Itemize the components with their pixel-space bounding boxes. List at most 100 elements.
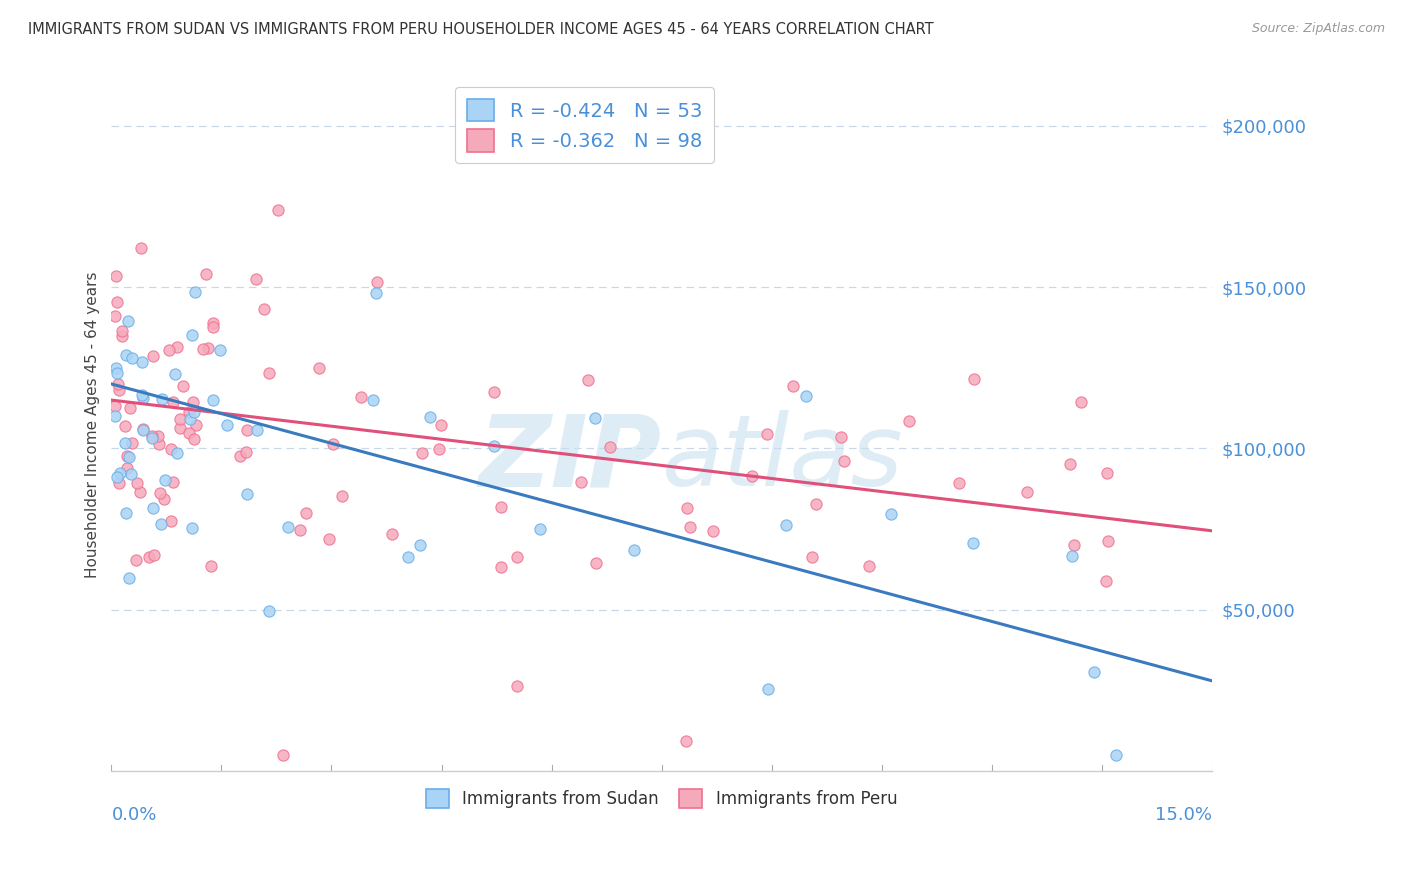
- Point: [804, 496, 827, 510]
- Point: [898, 414, 921, 428]
- Point: [271, 747, 294, 762]
- Point: [107, 383, 129, 397]
- Point: [361, 392, 384, 407]
- Point: [1059, 457, 1081, 471]
- Point: [148, 429, 170, 443]
- Point: [484, 384, 506, 399]
- Point: [858, 559, 880, 574]
- Point: [104, 360, 127, 375]
- Point: [111, 324, 134, 338]
- Point: [166, 340, 188, 354]
- Point: [245, 272, 267, 286]
- Point: [181, 521, 204, 535]
- Point: [832, 454, 855, 468]
- Point: [257, 366, 280, 380]
- Point: [288, 523, 311, 537]
- Point: [114, 436, 136, 450]
- Point: [295, 506, 318, 520]
- Point: [120, 401, 142, 415]
- Point: [142, 500, 165, 515]
- Point: [138, 549, 160, 564]
- Point: [775, 517, 797, 532]
- Point: [427, 442, 450, 457]
- Point: [506, 679, 529, 693]
- Point: [118, 450, 141, 465]
- Point: [782, 379, 804, 393]
- Text: IMMIGRANTS FROM SUDAN VS IMMIGRANTS FROM PERU HOUSEHOLDER INCOME AGES 45 - 64 YE: IMMIGRANTS FROM SUDAN VS IMMIGRANTS FROM…: [28, 22, 934, 37]
- Point: [267, 202, 290, 217]
- Point: [127, 476, 149, 491]
- Point: [366, 286, 388, 301]
- Point: [962, 535, 984, 549]
- Point: [107, 376, 129, 391]
- Y-axis label: Householder Income Ages 45 - 64 years: Householder Income Ages 45 - 64 years: [86, 271, 100, 577]
- Point: [529, 522, 551, 536]
- Text: ZIP: ZIP: [478, 410, 662, 508]
- Point: [150, 516, 173, 531]
- Point: [153, 491, 176, 506]
- Point: [1097, 466, 1119, 480]
- Point: [162, 475, 184, 489]
- Point: [1097, 533, 1119, 548]
- Point: [162, 395, 184, 409]
- Point: [675, 501, 697, 516]
- Point: [277, 520, 299, 534]
- Point: [794, 388, 817, 402]
- Point: [191, 342, 214, 356]
- Point: [129, 241, 152, 255]
- Point: [142, 548, 165, 562]
- Point: [506, 550, 529, 565]
- Point: [160, 442, 183, 456]
- Point: [430, 418, 453, 433]
- Point: [121, 436, 143, 450]
- Point: [675, 734, 697, 748]
- Text: Source: ZipAtlas.com: Source: ZipAtlas.com: [1251, 22, 1385, 36]
- Point: [948, 475, 970, 490]
- Point: [1060, 549, 1083, 564]
- Point: [115, 506, 138, 520]
- Point: [330, 489, 353, 503]
- Point: [131, 422, 153, 436]
- Point: [104, 310, 127, 324]
- Point: [1083, 665, 1105, 680]
- Point: [1063, 538, 1085, 552]
- Point: [585, 556, 607, 570]
- Point: [104, 399, 127, 413]
- Point: [202, 316, 225, 330]
- Point: [111, 328, 134, 343]
- Point: [141, 432, 163, 446]
- Point: [350, 390, 373, 404]
- Point: [153, 474, 176, 488]
- Point: [569, 475, 592, 489]
- Point: [599, 440, 621, 454]
- Point: [583, 410, 606, 425]
- Point: [200, 559, 222, 574]
- Point: [169, 421, 191, 435]
- Point: [148, 437, 170, 451]
- Point: [381, 526, 404, 541]
- Point: [1095, 574, 1118, 589]
- Point: [235, 445, 257, 459]
- Point: [118, 571, 141, 585]
- Point: [208, 343, 231, 357]
- Point: [366, 276, 388, 290]
- Point: [576, 373, 599, 387]
- Point: [177, 425, 200, 440]
- Point: [131, 355, 153, 369]
- Point: [105, 366, 128, 380]
- Point: [217, 417, 239, 432]
- Point: [129, 484, 152, 499]
- Point: [756, 682, 779, 697]
- Point: [183, 432, 205, 446]
- Point: [679, 520, 702, 534]
- Point: [105, 470, 128, 484]
- Point: [180, 327, 202, 342]
- Point: [104, 409, 127, 423]
- Point: [236, 423, 259, 437]
- Text: atlas: atlas: [662, 410, 903, 508]
- Point: [124, 553, 146, 567]
- Point: [104, 268, 127, 283]
- Point: [132, 423, 155, 437]
- Point: [142, 350, 165, 364]
- Point: [105, 294, 128, 309]
